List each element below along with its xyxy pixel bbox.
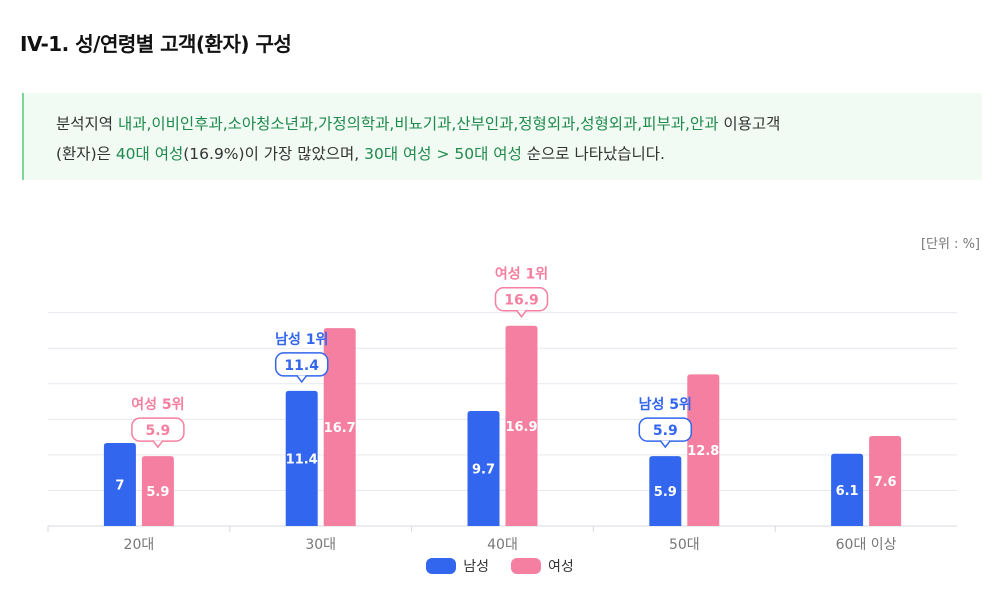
callout-pointer [296, 374, 308, 384]
page-title: IV-1. 성/연령별 고객(환자) 구성 [20, 32, 292, 56]
data-label: 16.9 [505, 420, 537, 435]
bar-female [141, 456, 174, 526]
summary-line-2-part: (환자)은 [56, 145, 116, 163]
summary-line-1: 분석지역 내과,이비인후과,소아청소년과,가정의학과,비뇨기과,산부인과,정형외… [56, 109, 982, 139]
summary-line-2-part: 40대 여성 [115, 145, 184, 163]
summary-line-1-part: 이용고객 [718, 115, 781, 133]
callout-value: 11.4 [284, 358, 319, 374]
callout-female: 16.9 여성 1위 [494, 266, 549, 318]
legend-item-female[interactable]: 여성 [511, 556, 574, 576]
data-label: 7 [115, 479, 124, 494]
data-label: 11.4 [286, 452, 318, 467]
bar-male [103, 443, 136, 526]
summary-line-2-part: (16.9%)이 가장 많았으며, [183, 145, 365, 163]
callout-rank-label: 남성 5위 [639, 396, 692, 413]
callout-value: 16.9 [504, 293, 539, 309]
summary-line-1-part: 분석지역 [56, 115, 118, 133]
callout-rank-label: 남성 1위 [275, 331, 328, 348]
x-tick-label: 40대 [487, 537, 518, 553]
x-tick-label: 30대 [305, 537, 336, 553]
legend-label-female: 여성 [548, 559, 574, 575]
bar-male [467, 411, 500, 526]
bar-male [285, 390, 318, 526]
callout-value: 5.9 [653, 423, 678, 439]
legend-item-male[interactable]: 남성 [426, 556, 489, 576]
x-tick-label: 20대 [124, 537, 155, 553]
legend-swatch-female [511, 558, 541, 574]
data-label: 6.1 [836, 484, 859, 499]
data-label: 5.9 [654, 485, 677, 500]
summary-line-2-part: 순으로 나타났습니다. [521, 145, 665, 163]
bar-male [831, 453, 864, 526]
summary-box: 분석지역 내과,이비인후과,소아청소년과,가정의학과,비뇨기과,산부인과,정형외… [22, 93, 982, 180]
data-label: 9.7 [472, 463, 495, 478]
legend: 남성 여성 [0, 556, 1000, 576]
bar-female [687, 374, 720, 526]
bar-male [649, 456, 682, 526]
bar-female [323, 328, 356, 526]
summary-line-2-part: 30대 여성 > 50대 여성 [364, 145, 522, 163]
summary-line-2: (환자)은 40대 여성(16.9%)이 가장 많았으며, 30대 여성 > 5… [56, 139, 982, 169]
callout-pointer [515, 309, 528, 318]
x-tick-label: 60대 이상 [836, 537, 897, 553]
legend-swatch-male [426, 558, 457, 574]
data-label: 5.9 [146, 485, 169, 500]
callout-value: 5.9 [145, 423, 170, 439]
data-label: 16.7 [324, 421, 356, 436]
callout-male: 5.9 남성 5위 [638, 396, 693, 449]
callout-pointer [659, 440, 671, 449]
x-tick-label: 50대 [669, 537, 700, 553]
data-label: 12.8 [687, 444, 719, 459]
callout-rank-label: 여성 1위 [495, 266, 548, 283]
bar-female [869, 435, 902, 526]
unit-label: [단위 : %] [920, 237, 980, 252]
data-label: 7.6 [874, 475, 897, 490]
legend-label-male: 남성 [463, 559, 489, 575]
summary-line-1-part: 내과,이비인후과,소아청소년과,가정의학과,비뇨기과,산부인과,정형외과,성형외… [117, 115, 719, 133]
bar-female [505, 325, 538, 526]
callout-female: 5.9 여성 5위 [131, 396, 185, 449]
callout-pointer [152, 440, 164, 449]
callout-rank-label: 여성 5위 [131, 396, 184, 413]
callout-male: 11.4 남성 1위 [274, 331, 329, 384]
